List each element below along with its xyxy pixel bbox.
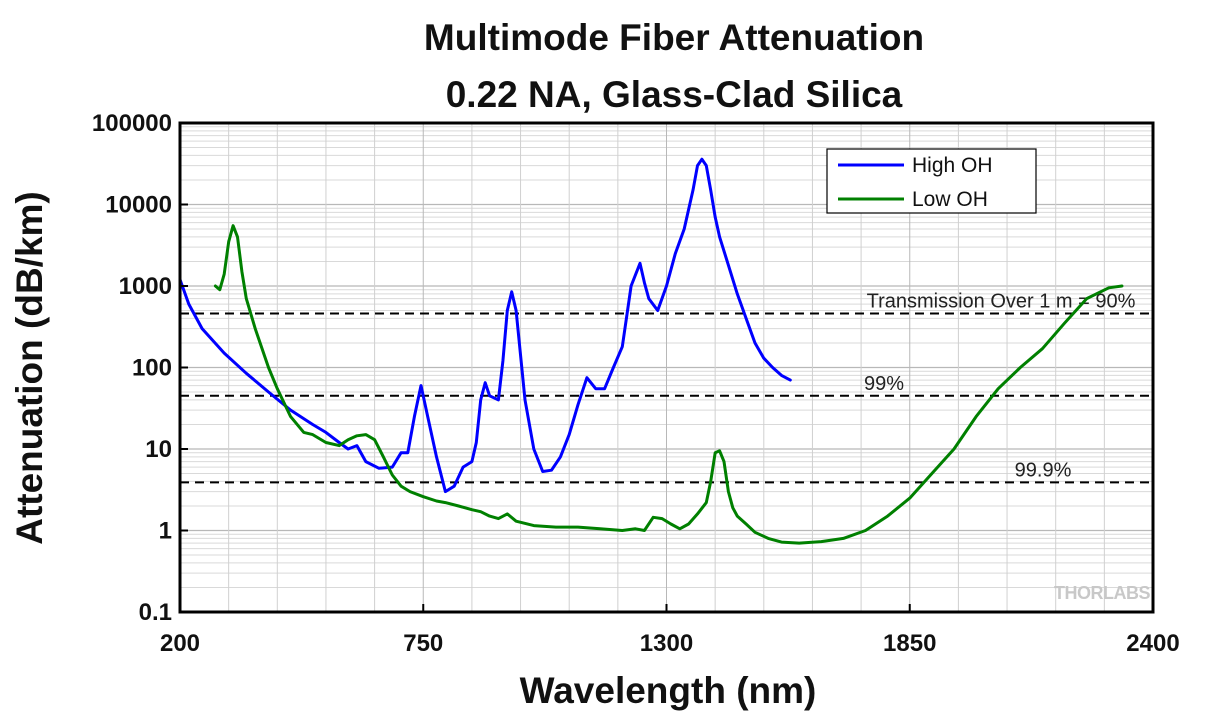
y-tick-label: 1 [159,518,172,545]
series-line-high-oh [178,157,792,494]
thorlabs-logo: THORLABS [1054,583,1150,603]
legend: High OH Low OH [826,148,1037,214]
chart-title-line-2: 0.22 NA, Glass-Clad Silica [446,74,903,115]
y-tick-label: 100 [132,355,172,382]
x-axis-title: Wavelength (nm) [520,670,817,711]
series-layer [178,157,1124,545]
x-tick-label: 1300 [640,630,693,657]
legend-box [826,148,1037,214]
grid-lines [179,123,1154,613]
y-tick-label: 100000 [92,110,172,137]
reference-line-label: 99% [864,373,904,395]
x-tick-label: 750 [403,630,443,657]
axis-ticks: 200 750 1300 1850 2400 0.1 1 10 100 1000 10000 1000… [92,110,1180,657]
reference-line-label: 99.9% [1015,459,1072,481]
y-tick-label: 1000 [119,273,172,300]
legend-label-high-oh: High OH [912,154,993,177]
y-tick-label: 10 [145,436,172,463]
chart-title-line-1: Multimode Fiber Attenuation [424,17,924,58]
y-tick-label: 0.1 [139,599,172,626]
y-tick-label: 10000 [105,192,172,219]
reference-line-label: Transmission Over 1 m = 90% [867,290,1136,312]
x-tick-label: 200 [160,630,200,657]
x-tick-label: 2400 [1126,630,1179,657]
x-tick-label: 1850 [883,630,936,657]
y-axis-title: Attenuation (dB/km) [9,191,50,545]
legend-label-low-oh: Low OH [912,188,988,211]
series-line-low-oh [213,224,1124,545]
